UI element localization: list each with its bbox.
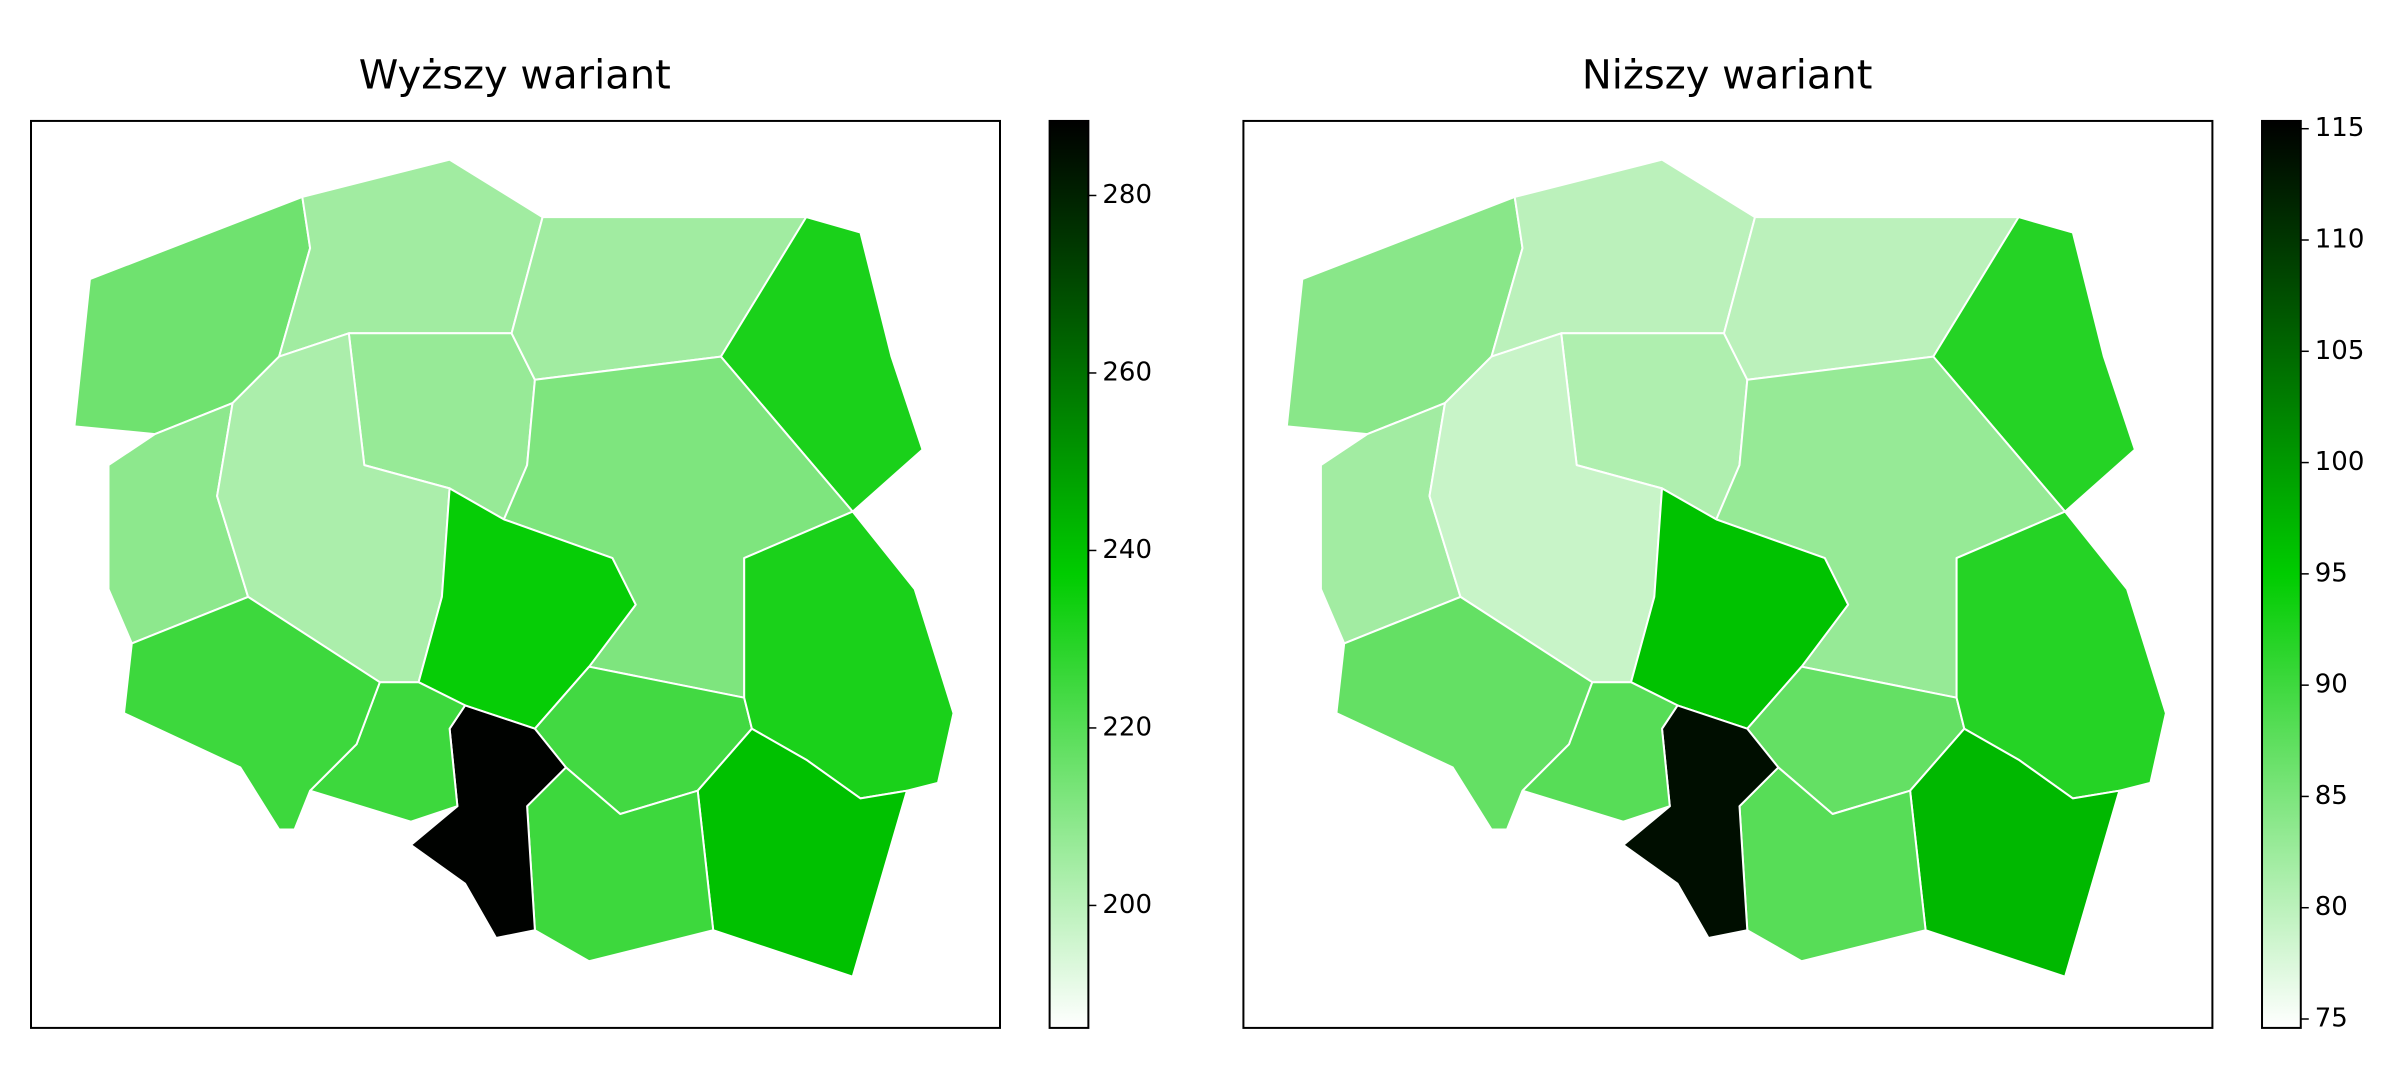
region	[278, 158, 544, 358]
colorbar-tick-label: 85	[2315, 781, 2348, 811]
colorbar-tick-label: 260	[1102, 357, 1152, 387]
map-title: Niższy wariant	[1582, 53, 1873, 99]
colorbar-tick-label: 90	[2315, 670, 2348, 700]
region	[123, 595, 381, 831]
colorbar-tick-label: 75	[2315, 1004, 2348, 1034]
map-title: Wyższy wariant	[359, 53, 671, 99]
map-panel: Niższy wariant 75 80 85 90 95 100 105 110 115	[1242, 53, 2365, 1034]
map-frame	[1242, 119, 2214, 1029]
colorbar-tick-label: 110	[2315, 225, 2365, 255]
colorbar-tick-label: 95	[2315, 558, 2348, 588]
colorbar-tick-label: 220	[1102, 712, 1152, 742]
colorbar-tick-label: 80	[2315, 892, 2348, 922]
colorbar-tick-label: 100	[2315, 447, 2365, 477]
region	[1490, 158, 1756, 358]
colorbar	[1048, 119, 1090, 1029]
map-panel: Wyższy wariant 200 220 240 260 280	[30, 53, 1152, 1029]
colorbar-tick-label: 115	[2315, 113, 2365, 143]
colorbar-tick-label: 280	[1102, 180, 1152, 210]
map-frame	[30, 119, 1001, 1029]
colorbar-tick-label: 105	[2315, 336, 2365, 366]
colorbar-tick-label: 200	[1102, 890, 1152, 920]
colorbar	[2261, 119, 2302, 1029]
region	[1335, 595, 1594, 831]
colorbar-tick-label: 240	[1102, 535, 1152, 565]
